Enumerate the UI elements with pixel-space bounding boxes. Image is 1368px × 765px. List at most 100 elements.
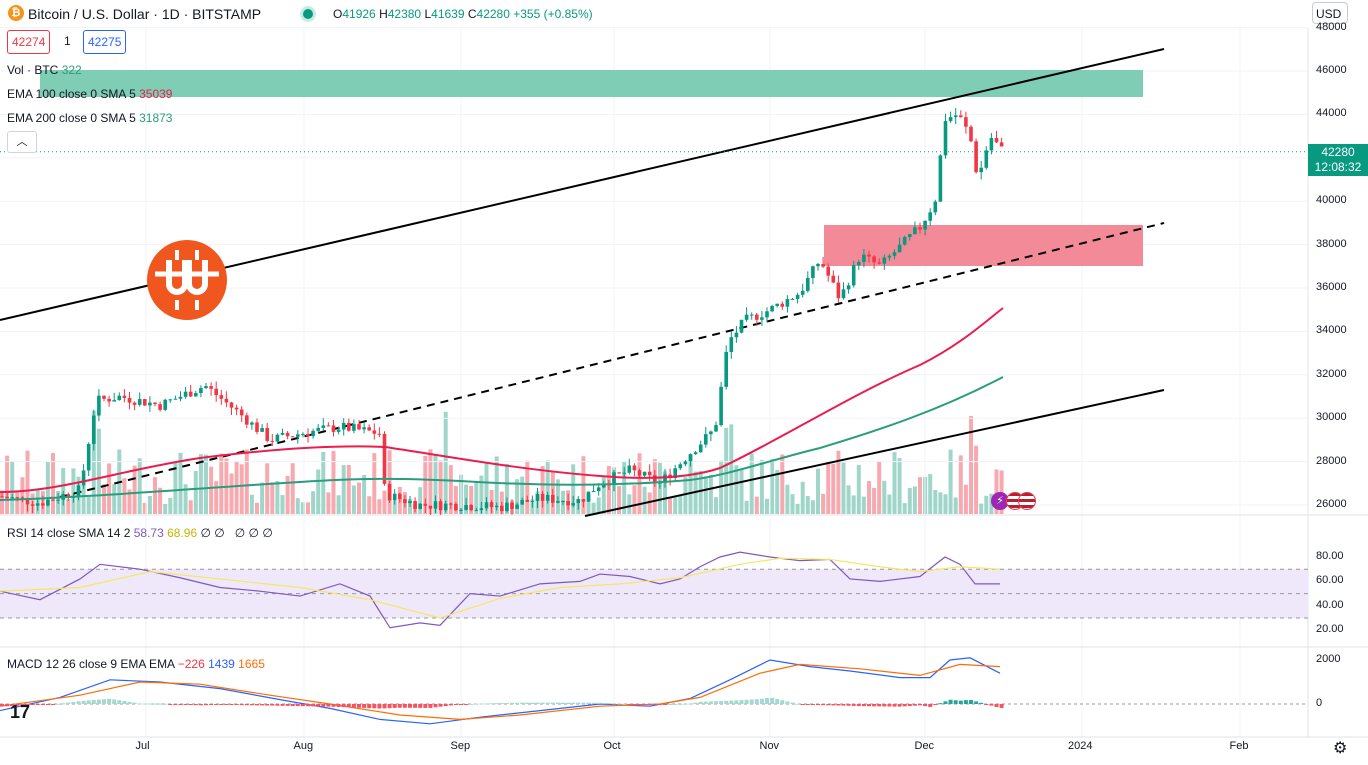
volume-bar (469, 485, 474, 514)
candle-body (158, 404, 162, 410)
currency-select[interactable]: USD (1312, 2, 1348, 24)
settings-icon[interactable]: ⚙ (1333, 740, 1348, 757)
volume-bar (841, 462, 846, 514)
resistance-zone (40, 70, 1143, 97)
macd-histogram-bar (800, 704, 805, 705)
candle-body (857, 261, 861, 266)
logo-icon (143, 238, 231, 322)
lightning-icon[interactable]: ⚡ (991, 492, 1009, 510)
macd-histogram-bar (846, 704, 851, 706)
candle-body (535, 493, 540, 501)
macd-histogram-bar (25, 704, 30, 706)
macd-histogram-bar (61, 703, 66, 705)
volume-bar (132, 465, 137, 514)
volume-bar (168, 498, 173, 514)
macd-histogram-bar (270, 704, 275, 706)
candle-body (112, 400, 116, 402)
volume-bar (775, 469, 780, 514)
candle-body (199, 388, 203, 394)
candle-body (790, 298, 795, 300)
sell-price-button[interactable]: 42274 (7, 30, 51, 54)
candle-body (178, 396, 183, 399)
macd-histogram-bar (826, 704, 831, 706)
volume-bar (244, 449, 249, 514)
ema100-legend[interactable]: EMA 100 close 0 SMA 5 35039 (7, 87, 173, 101)
tradingview-logo-icon[interactable]: 17 (10, 702, 31, 722)
candle-body (382, 433, 387, 484)
candle-body (311, 430, 315, 437)
volume-legend[interactable]: Vol · BTC 322 (7, 63, 82, 77)
macd-legend[interactable]: MACD 12 26 close 9 EMA EMA −226 1439 166… (7, 657, 265, 671)
candle-body (913, 227, 917, 235)
volume-bar (311, 491, 316, 514)
candle-body (811, 266, 815, 278)
candle-body (602, 484, 606, 488)
macd-histogram-bar (566, 702, 571, 704)
us-flag-icon[interactable] (1018, 492, 1036, 510)
volume-bar (147, 495, 152, 514)
macd-histogram-bar (790, 702, 795, 704)
volume-bar (861, 496, 866, 514)
volume-bar (663, 471, 667, 514)
symbol-title[interactable]: Bitcoin / U.S. Dollar · 1D · BITSTAMP (28, 6, 262, 22)
macd-histogram-bar (831, 704, 836, 706)
candle-body (923, 220, 927, 230)
volume-bar (943, 494, 948, 514)
volume-bar (453, 486, 458, 514)
volume-bar (61, 468, 66, 514)
macd-histogram-bar (428, 704, 433, 708)
candle-body (122, 395, 127, 398)
macd-histogram-bar (51, 704, 55, 705)
rsi-legend[interactable]: RSI 14 close SMA 14 2 58.73 68.96 ∅ ∅ ∅ … (7, 526, 273, 540)
volume-bar (341, 465, 346, 514)
volume-bar (193, 470, 198, 514)
candle-body (698, 444, 703, 453)
volume-bar (708, 474, 713, 514)
ema200-line (0, 376, 1004, 501)
candle-body (974, 141, 978, 173)
candle-body (86, 443, 91, 471)
macd-histogram-bar (581, 702, 586, 704)
macd-histogram-bar (45, 704, 50, 705)
macd-histogram-bar (40, 704, 45, 705)
candle-body (137, 399, 142, 405)
volume-bar (892, 452, 897, 514)
candle-body (622, 472, 626, 474)
buy-price-button[interactable]: 42275 (83, 30, 127, 54)
candle-body (673, 468, 677, 479)
macd-histogram-bar (673, 703, 678, 705)
collapse-legend-button[interactable]: ︿ (7, 131, 37, 153)
candle-body (795, 294, 800, 299)
price-tick-label: 26000 (1316, 498, 1347, 510)
volume-bar (688, 454, 693, 514)
macd-histogram-bar (525, 702, 530, 704)
volume-bar (739, 468, 744, 514)
candle-body (66, 494, 71, 498)
candle-body (882, 257, 887, 264)
macd-histogram-bar (494, 703, 499, 705)
macd-histogram-bar (183, 704, 188, 705)
macd-histogram-bar (117, 700, 122, 704)
channel-bottom-line (584, 389, 1165, 517)
volume-bar (872, 487, 877, 514)
volume-bar (933, 489, 938, 514)
macd-histogram-bar (392, 704, 397, 708)
macd-histogram-bar (204, 704, 208, 706)
macd-histogram-bar (749, 699, 754, 704)
macd-histogram-bar (86, 700, 91, 704)
volume-bar (617, 486, 622, 514)
candle-body (816, 263, 820, 267)
macd-histogram-bar (882, 704, 887, 707)
macd-histogram-bar (418, 704, 423, 708)
macd-histogram-bar (877, 704, 882, 707)
candle-body (505, 502, 509, 512)
macd-histogram-bar (260, 704, 265, 706)
ema200-legend[interactable]: EMA 200 close 0 SMA 5 31873 (7, 111, 173, 125)
time-tick-label: Oct (603, 740, 621, 752)
candle-body (744, 314, 749, 320)
volume-bar (71, 468, 76, 514)
candle-body (229, 402, 234, 408)
volume-bar (382, 490, 387, 514)
candle-body (515, 504, 519, 509)
